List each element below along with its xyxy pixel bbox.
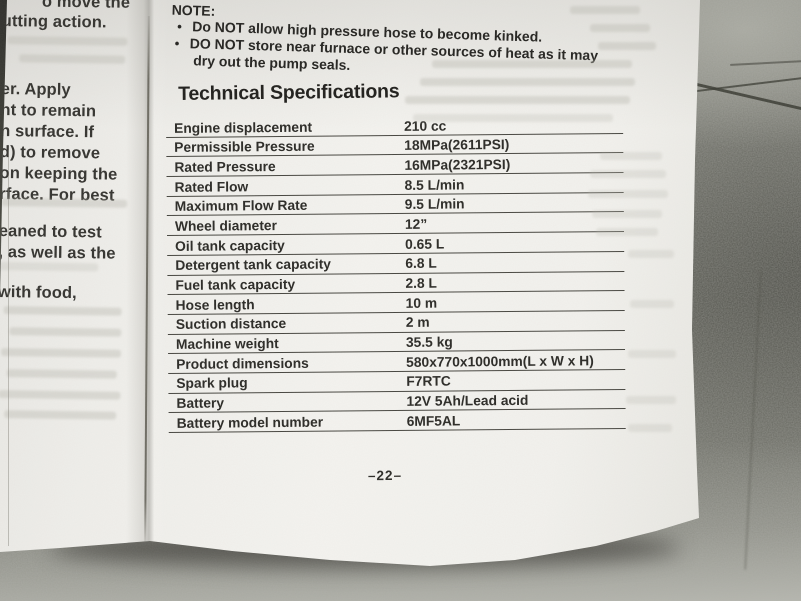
specifications-table: Engine displacement 210 cc Permissible Pr…: [166, 114, 626, 433]
bleed-through-text: [598, 42, 656, 50]
spec-value: 2 m: [405, 315, 430, 331]
spec-value: 580x770x1000mm(L x W x H): [406, 353, 594, 370]
bleed-through-text: [0, 390, 121, 400]
spec-label: Permissible Pressure: [174, 138, 315, 156]
spec-label: Maximum Flow Rate: [174, 198, 308, 215]
bleed-through-text: [588, 190, 668, 198]
page-number: –22–: [367, 467, 403, 484]
spec-label: Battery model number: [176, 414, 324, 431]
spec-label: Engine displacement: [174, 119, 313, 136]
left-page-text-line: nt to remain: [0, 101, 97, 121]
spec-label: Machine weight: [175, 336, 279, 352]
left-page-text-line: d) to remove: [0, 143, 101, 163]
spec-label: Fuel tank capacity: [175, 276, 296, 293]
bleed-through-text: [592, 210, 662, 218]
bleed-through-text: [405, 96, 630, 104]
bleed-through-text: [4, 410, 117, 420]
bleed-through-text: [628, 350, 676, 358]
left-page-text-line: er. Apply: [0, 80, 71, 99]
spec-label: Suction distance: [175, 316, 287, 333]
spec-value: 35.5 kg: [405, 334, 453, 350]
spec-label: Rated Flow: [174, 178, 249, 195]
bullet-dot: •: [174, 35, 180, 51]
left-page-text-line: utting action.: [1, 12, 107, 32]
left-page-text-line: , as well as the: [0, 243, 116, 263]
note-title: NOTE:: [171, 1, 216, 19]
spec-value: 12”: [404, 216, 428, 232]
spec-value: 12V 5Ah/Lead acid: [406, 392, 529, 410]
bleed-through-text: [6, 369, 117, 379]
spec-value: F7RTC: [406, 373, 451, 390]
bleed-through-text: [590, 24, 650, 32]
left-page-text-line: with food,: [0, 283, 77, 303]
bleed-through-text: [432, 60, 632, 68]
spec-value: 10 m: [405, 295, 438, 311]
spec-value: 16MPa(2321PSI): [404, 156, 511, 173]
bleed-through-text: [3, 306, 122, 316]
bleed-through-text: [570, 6, 640, 14]
left-page-text-line: o move the: [41, 0, 131, 12]
bleed-through-text: [1, 348, 122, 358]
spec-label: Detergent tank capacity: [175, 256, 332, 274]
bleed-through-text: [628, 250, 674, 258]
spec-label: Wheel diameter: [174, 217, 277, 234]
spec-label: Hose length: [175, 296, 255, 313]
bleed-through-text: [1, 198, 128, 208]
bleed-through-text: [413, 114, 613, 122]
spec-label: Spark plug: [176, 375, 248, 392]
note-bullet-text: dry out the pump seals.: [192, 52, 351, 73]
left-page-text-line: on keeping the: [0, 164, 118, 184]
underlying-page-edge: [8, 150, 9, 546]
bleed-through-text: [626, 396, 676, 404]
spec-value: 2.8 L: [405, 275, 437, 291]
spec-label: Battery: [176, 395, 225, 412]
left-page-text-line: eaned to test: [0, 222, 102, 242]
spec-value: 0.65 L: [405, 236, 445, 252]
spec-value: 9.5 L/min: [404, 196, 465, 213]
spec-label: Product dimensions: [176, 355, 309, 372]
bleed-through-text: [420, 78, 635, 86]
spec-value: 8.5 L/min: [404, 176, 465, 193]
spec-label: Rated Pressure: [174, 158, 276, 175]
left-page-fragment: o move the utting action. er. Apply nt t…: [0, 0, 146, 548]
table-row: Battery model number 6MF5AL: [168, 409, 626, 433]
bleed-through-text: [600, 152, 662, 160]
spec-value: 6MF5AL: [406, 413, 461, 429]
spec-label: Oil tank capacity: [175, 237, 285, 254]
left-page-text-line: n surface. If: [0, 122, 95, 142]
bleed-through-text: [7, 36, 128, 46]
bleed-through-text: [0, 262, 99, 272]
bleed-through-text: [19, 54, 126, 64]
right-page: NOTE: • Do NOT allow high pressure hose …: [150, 0, 700, 560]
spec-value: 18MPa(2611PSI): [404, 137, 510, 154]
bleed-through-text: [590, 170, 666, 178]
section-heading: Technical Specifications: [178, 80, 400, 105]
spec-value: 6.8 L: [405, 255, 437, 272]
bullet-dot: •: [177, 18, 183, 34]
bleed-through-text: [628, 424, 672, 432]
bleed-through-text: [9, 327, 122, 337]
bleed-through-text: [630, 300, 674, 308]
bleed-through-text: [596, 228, 658, 236]
